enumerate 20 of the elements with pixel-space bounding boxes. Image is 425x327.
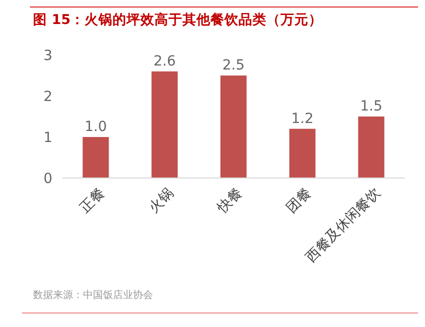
bar: [289, 128, 316, 178]
bar: [82, 137, 109, 178]
bar: [358, 116, 384, 178]
x-tick-label: 火锅: [146, 184, 177, 216]
y-tick-label: 1: [44, 130, 52, 146]
chart-title: 图 15：火锅的坪效高于其他餐饮品类（万元）: [33, 11, 322, 28]
data-label: 2.6: [153, 53, 176, 70]
x-tick-label: 正餐: [76, 184, 108, 216]
y-tick-label: 0: [44, 170, 52, 187]
data-label: 2.5: [222, 58, 245, 74]
source-note: 数据来源：中国饭店业协会: [33, 289, 153, 301]
data-label: 1.0: [84, 119, 107, 135]
bar: [152, 71, 178, 178]
x-tick-label: 快餐: [214, 184, 246, 217]
data-label: 1.5: [360, 98, 382, 114]
y-tick-label: 3: [44, 48, 52, 64]
data-label: 1.2: [291, 110, 314, 127]
y-tick-label: 2: [44, 88, 52, 105]
x-tick-label: 团餐: [284, 184, 315, 216]
bar: [220, 76, 247, 178]
